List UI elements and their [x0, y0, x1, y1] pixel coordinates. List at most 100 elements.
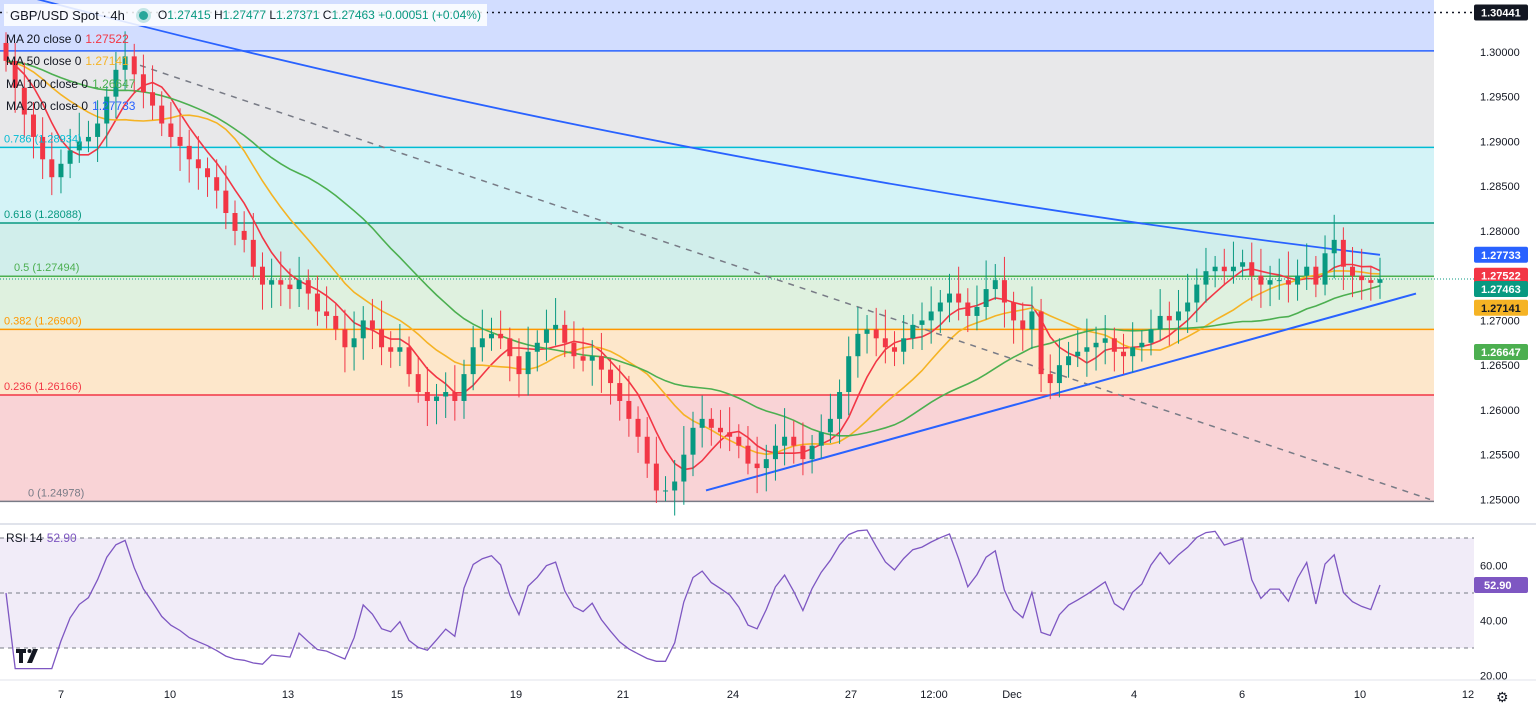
candle-body — [992, 280, 998, 290]
ma200-line — [36, 0, 1381, 256]
candle-body — [443, 392, 449, 397]
candle-body — [1230, 266, 1236, 272]
candle-body — [214, 177, 220, 191]
price-badge-text: 1.27733 — [1481, 250, 1521, 262]
fib-label-0.786: 0.786 (1.28934) — [4, 133, 82, 145]
candle-body — [1011, 302, 1017, 321]
candle-body — [507, 338, 513, 357]
candle-body — [892, 347, 898, 352]
price-badge — [1474, 246, 1528, 263]
price-badge — [1474, 299, 1528, 316]
band-0-0236 — [0, 395, 1434, 502]
candle-body — [1377, 279, 1383, 283]
ma200-legend[interactable]: MA 200 close 0 1.27733 — [6, 99, 136, 113]
time-tick: 15 — [391, 689, 403, 701]
candle-body — [1240, 262, 1246, 267]
candle-body — [58, 163, 64, 178]
candle-body — [424, 392, 430, 401]
candle-body — [1075, 351, 1081, 357]
fib-label-0.382: 0.382 (1.26900) — [4, 315, 82, 327]
price-badge — [1474, 267, 1528, 284]
price-badge — [1474, 280, 1528, 297]
ma100-legend[interactable]: MA 100 close 0 1.26647 — [6, 77, 136, 91]
time-tick: 10 — [164, 689, 176, 701]
candle-body — [708, 418, 714, 428]
market-status-icon — [138, 10, 148, 20]
candle-body — [67, 150, 73, 164]
candle-body — [3, 42, 9, 61]
candle-body — [12, 60, 18, 88]
candle-body — [1139, 342, 1145, 348]
price-badge-text: 1.26647 — [1481, 347, 1521, 359]
candle-body — [1350, 266, 1356, 276]
candle-body — [571, 342, 577, 357]
candle-body — [1340, 239, 1346, 267]
candle-body — [360, 320, 366, 339]
candle-body — [1295, 275, 1301, 285]
candle-body — [782, 436, 788, 446]
candle-body — [864, 329, 870, 334]
candle-body — [745, 445, 751, 464]
price-tick: 1.29500 — [1480, 92, 1520, 104]
ma20-legend[interactable]: MA 20 close 0 1.27522 — [6, 32, 129, 46]
rsi-tick: 60.00 — [1480, 561, 1508, 573]
time-tick: 4 — [1131, 689, 1137, 701]
candle-body — [30, 114, 36, 137]
candle-body — [379, 329, 385, 348]
candle-body — [589, 356, 595, 361]
rsi-pane: 60.00 40.00 20.00 52.90 — [0, 529, 1528, 683]
time-tick: 13 — [282, 689, 294, 701]
candle-body — [1313, 266, 1319, 285]
time-axis: 7 10 13 15 19 21 24 27 12:00 Dec 4 6 10 12 — [0, 679, 1536, 701]
candle-body — [104, 96, 110, 124]
ma50-legend[interactable]: MA 50 close 0 1.27141 — [6, 54, 129, 68]
candle-body — [488, 333, 494, 339]
rsi-legend[interactable]: RSI 14 52.90 — [6, 531, 77, 545]
candle-body — [177, 136, 183, 146]
candle-body — [168, 123, 174, 137]
candle-body — [388, 347, 394, 352]
price-tick: 1.29000 — [1480, 136, 1520, 148]
candle-body — [543, 329, 549, 343]
candle-body — [1221, 266, 1227, 272]
candle-body — [635, 418, 641, 437]
candle-body — [901, 338, 907, 352]
band-0.786 — [0, 50, 1434, 148]
candle-body — [434, 396, 440, 401]
candle-body — [287, 284, 293, 290]
fib-label-0.618: 0.618 (1.28088) — [4, 209, 82, 221]
candle-body — [369, 320, 375, 330]
candle-body — [1175, 311, 1181, 321]
symbol-title[interactable]: GBP/USD Spot · 4h — [10, 7, 125, 23]
candle-body — [763, 459, 769, 469]
candle-body — [452, 392, 458, 401]
candle-body — [772, 445, 778, 460]
candle-body — [470, 347, 476, 375]
candle-body — [1194, 284, 1200, 303]
candle-body — [736, 436, 742, 446]
candle-body — [965, 302, 971, 316]
candle-body — [95, 123, 101, 137]
settings-gear-icon[interactable]: ⚙ — [1496, 689, 1509, 705]
time-tick: 19 — [510, 689, 522, 701]
candle-body — [1249, 262, 1255, 276]
candle-body — [681, 454, 687, 482]
candle-body — [1157, 315, 1163, 330]
candle-body — [562, 324, 568, 343]
candle-body — [1038, 311, 1044, 375]
band-0.382 — [0, 276, 1434, 330]
candle-body — [351, 338, 357, 348]
candle-body — [1322, 253, 1328, 285]
candle-body — [800, 445, 806, 460]
fib-labels: 0 (1.24978) 0.236 (1.26166) 0.382 (1.26900… — [4, 133, 84, 499]
candle-body — [461, 374, 467, 401]
price-badge-text: 1.27522 — [1481, 271, 1521, 283]
candle-body — [186, 145, 192, 160]
candle-body — [1047, 374, 1053, 384]
time-tick: 7 — [58, 689, 64, 701]
price-tick: 1.30000 — [1480, 47, 1520, 59]
candle-body — [1304, 266, 1310, 276]
candle-body — [946, 293, 952, 303]
price-badge-text: 1.30441 — [1481, 7, 1521, 19]
